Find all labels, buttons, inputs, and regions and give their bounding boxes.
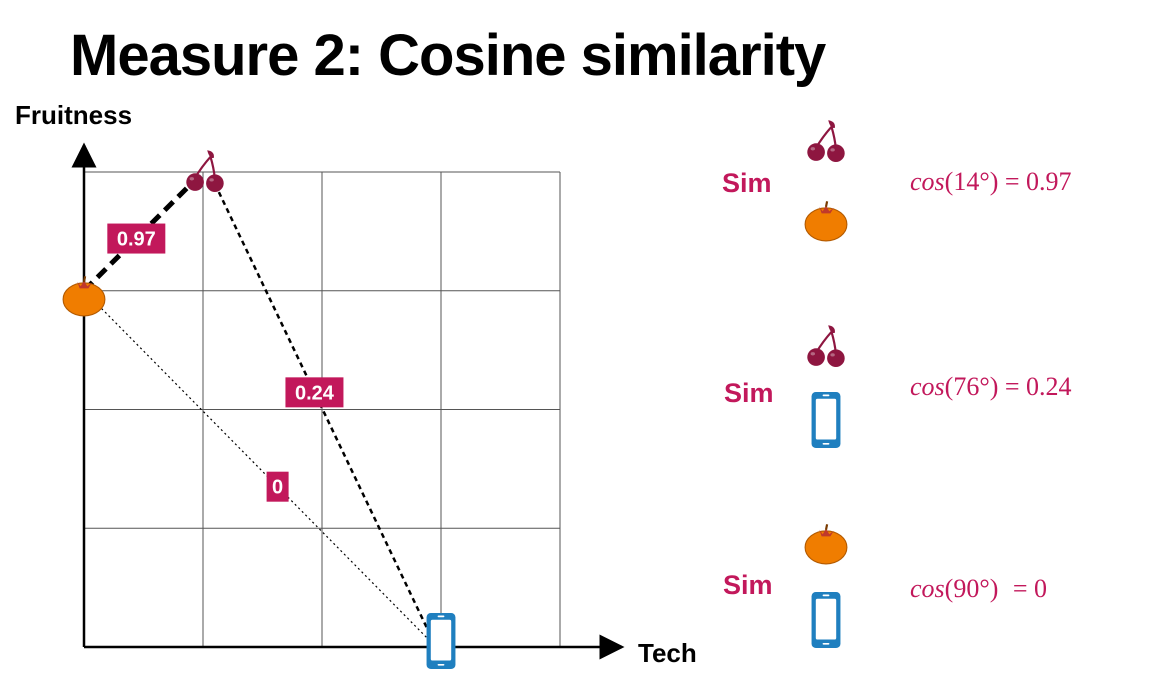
formula-function: cos — [910, 167, 945, 196]
similarity-badge: 0 — [266, 471, 289, 502]
cosine-formula: cos(14°) = 0.97 — [910, 167, 1072, 197]
phone-icon — [811, 391, 841, 449]
y-axis-label: Fruitness — [15, 100, 133, 130]
formula-result: = 0.97 — [1004, 167, 1072, 196]
similarity-badge-label: 0.24 — [295, 382, 335, 404]
similarity-badges: 0.97 0.24 0 — [107, 223, 344, 502]
axes — [71, 142, 625, 660]
formula-angle: (90°) — [944, 574, 999, 603]
similarity-badge-box — [107, 223, 166, 254]
x-axis-label: Tech — [638, 638, 697, 668]
formula-function: cos — [910, 372, 945, 401]
formula-angle: (76°) — [944, 372, 999, 401]
cosine-formula: cos(76°) = 0.24 — [910, 372, 1072, 402]
similarity-badge-box — [266, 471, 289, 502]
comparison-icons — [803, 119, 849, 649]
cosine-formula: cos(90°) = 0 — [910, 574, 1047, 604]
similarity-badge-label: 0.97 — [117, 229, 156, 251]
sim-label: Sim — [722, 168, 772, 198]
formula-angle: (14°) — [944, 167, 999, 196]
sim-label: Sim — [724, 378, 774, 408]
similarity-link — [213, 183, 438, 648]
formula-function: cos — [910, 574, 945, 603]
formula-result: = 0.24 — [1004, 372, 1072, 401]
similarity-badge: 0.97 — [107, 223, 166, 254]
phone-icon — [811, 591, 841, 649]
slide-title: Measure 2: Cosine similarity — [70, 23, 826, 88]
orange-icon — [803, 200, 849, 242]
orange-icon — [61, 275, 107, 317]
similarity-badge-label: 0 — [272, 477, 283, 499]
similarity-badge: 0.24 — [285, 377, 344, 408]
similarity-badge-box — [285, 377, 344, 408]
orange-icon — [803, 523, 849, 565]
phone-icon — [426, 612, 456, 670]
cherry-icon — [185, 149, 225, 192]
sim-label: Sim — [723, 570, 773, 600]
formula-result: = 0 — [1012, 574, 1048, 603]
cherry-icon — [806, 119, 846, 162]
similarity-link — [83, 290, 437, 648]
cherry-icon — [806, 324, 846, 367]
